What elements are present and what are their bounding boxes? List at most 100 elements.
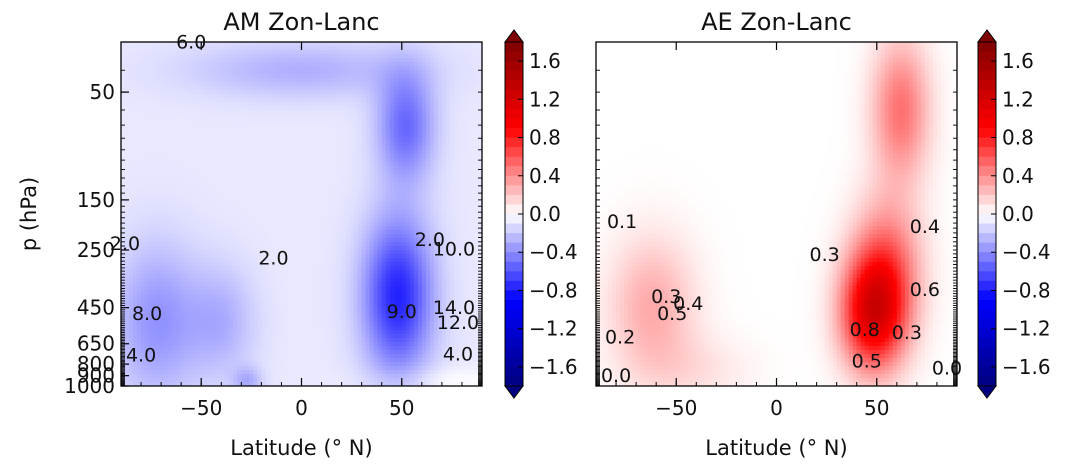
- colorbar-segment: [978, 147, 996, 158]
- colorbar-segment: [505, 166, 523, 177]
- colorbar-segment: [978, 233, 996, 244]
- y-axis-label: p (hPa): [17, 177, 41, 251]
- contour-label: 0.0: [932, 358, 962, 380]
- shaded-field: [121, 42, 482, 386]
- colorbar-tick-label: 0.8: [529, 126, 561, 150]
- colorbar-segment: [505, 118, 523, 129]
- colorbar-segment: [505, 61, 523, 72]
- colorbar-segment: [505, 347, 523, 358]
- x-axis-label: Latitude (° N): [705, 436, 847, 460]
- colorbar-segment: [978, 242, 996, 253]
- contour-label: 10.0: [433, 239, 475, 261]
- colorbar: 1.6 1.2 0.8 0.4 0.0 −0.4 −0.8 −1.2 −1.6: [504, 29, 578, 399]
- colorbar-segment: [505, 252, 523, 263]
- colorbar-tick-label: −0.8: [529, 278, 578, 302]
- colorbar-segment: [505, 204, 523, 215]
- contour-label: 2.0: [415, 229, 445, 251]
- colorbar-segment: [978, 185, 996, 196]
- colorbar-tick-label: −1.6: [529, 355, 578, 379]
- colorbar-tick-label: −1.2: [1002, 317, 1051, 341]
- colorbar-segment: [505, 108, 523, 119]
- shaded-field: [596, 42, 957, 386]
- colorbar-tick-label: 1.2: [529, 87, 561, 111]
- y-tick-label: 1000: [64, 374, 115, 398]
- colorbar-segment: [978, 70, 996, 81]
- colorbar-segment: [505, 366, 523, 377]
- contour-label: 6.0: [176, 31, 206, 53]
- x-tick-label: 50: [864, 396, 889, 420]
- colorbar-segment: [978, 128, 996, 139]
- colorbar-segment: [978, 51, 996, 62]
- contour-label: 8.0: [132, 303, 162, 325]
- colorbar-tick-label: 0.0: [529, 202, 561, 226]
- colorbar-segment: [505, 214, 523, 225]
- colorbar-segment: [978, 156, 996, 167]
- chart-title: AM Zon-Lanc: [223, 8, 379, 36]
- colorbar-segment: [978, 366, 996, 377]
- colorbar-segment: [505, 70, 523, 81]
- colorbar-segment: [978, 166, 996, 177]
- colorbar-tick-label: −0.4: [529, 240, 578, 264]
- colorbar-segment: [505, 242, 523, 253]
- colorbar-segment: [978, 204, 996, 215]
- y-tick-label: 450: [77, 296, 115, 320]
- colorbar-segment: [978, 223, 996, 234]
- colorbar-segment: [978, 61, 996, 72]
- colorbar-segment: [978, 99, 996, 110]
- contour-label: 0.3: [651, 286, 681, 308]
- contour-label: 2.0: [258, 248, 288, 270]
- colorbar-segment: [505, 328, 523, 339]
- contour-label: 2.0: [110, 233, 140, 255]
- colorbar-segment: [505, 185, 523, 196]
- colorbar-tick-label: −1.6: [1002, 355, 1051, 379]
- colorbar-segment: [505, 271, 523, 282]
- contour-label: 0.5: [657, 303, 687, 325]
- contour-label: 14.0: [433, 297, 475, 319]
- colorbar-segment: [978, 118, 996, 129]
- contour-label: 0.6: [910, 279, 940, 301]
- x-tick-label: 0: [770, 396, 783, 420]
- colorbar-segment: [505, 376, 523, 387]
- colorbar-segment: [978, 80, 996, 91]
- colorbar-segment: [505, 137, 523, 148]
- x-tick-label: 50: [389, 396, 414, 420]
- contour-label: 9.0: [387, 301, 417, 323]
- colorbar-segment: [505, 194, 523, 205]
- colorbar-segment: [505, 156, 523, 167]
- colorbar-segment: [505, 300, 523, 311]
- panel-1: AM Zon-Lanc −50 0 50 Latitude (° N) 50 150 250 4…: [17, 8, 578, 460]
- x-tick-label: 0: [295, 396, 308, 420]
- colorbar-segment: [978, 137, 996, 148]
- contour-label: 0.1: [607, 211, 637, 233]
- colorbar-segment: [505, 175, 523, 186]
- colorbar-tick-label: −1.2: [529, 317, 578, 341]
- colorbar-segment: [505, 233, 523, 244]
- colorbar-extend-max: [504, 29, 524, 43]
- contour-label: 4.0: [443, 343, 473, 365]
- colorbar-segment: [505, 223, 523, 234]
- colorbar-segment: [505, 89, 523, 100]
- y-tick-label: 650: [77, 332, 115, 356]
- colorbar-segment: [978, 376, 996, 387]
- colorbar-segment: [505, 99, 523, 110]
- x-tick-label: −50: [655, 396, 697, 420]
- y-tick-label: 800: [77, 352, 115, 376]
- colorbar-segment: [978, 328, 996, 339]
- colorbar-segment: [978, 42, 996, 53]
- colorbar-segment: [505, 319, 523, 330]
- colorbar-segment: [978, 271, 996, 282]
- contour-label: 0.8: [850, 319, 880, 341]
- colorbar-tick-label: 1.2: [1002, 87, 1034, 111]
- chart-title: AE Zon-Lanc: [701, 8, 852, 36]
- y-tick-label: 250: [77, 238, 115, 262]
- colorbar-segment: [978, 214, 996, 225]
- colorbar-segment: [978, 252, 996, 263]
- colorbar-segment: [505, 42, 523, 53]
- colorbar-tick-label: 0.4: [529, 164, 561, 188]
- contour-label: 0.3: [810, 244, 840, 266]
- colorbar-extend-min: [977, 385, 997, 399]
- contour-label: 0.2: [605, 327, 635, 349]
- contour-label: 12.0: [437, 312, 479, 334]
